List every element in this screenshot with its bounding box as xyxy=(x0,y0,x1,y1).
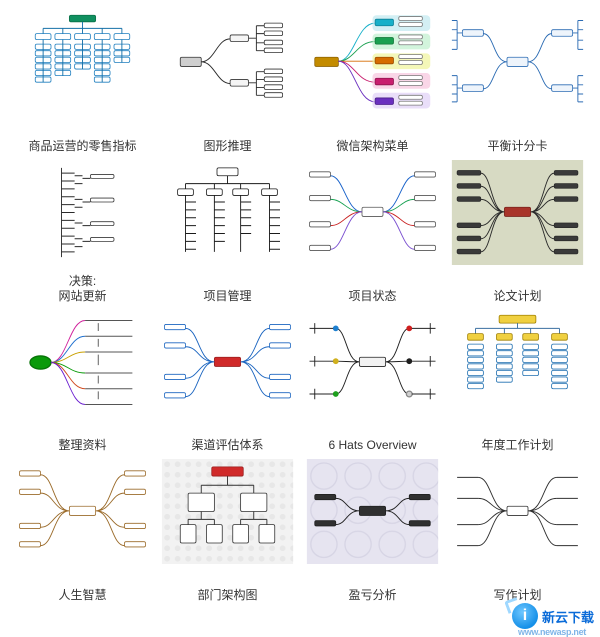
template-item-organize-files[interactable]: 整理资料 xyxy=(12,310,153,454)
thumb-retail-metrics xyxy=(12,10,153,115)
thumb-dept-org-chart xyxy=(157,459,298,564)
thumb-six-hats xyxy=(302,310,443,415)
label-organize-files: 整理资料 xyxy=(58,438,106,453)
label-six-hats: 6 Hats Overview xyxy=(328,438,416,453)
label-wechat-arch-menu: 微信架构菜单 xyxy=(336,139,408,154)
thumb-project-mgmt xyxy=(157,160,298,265)
label-thesis-plan: 论文计划 xyxy=(493,289,541,304)
thumb-annual-plan xyxy=(447,310,588,415)
template-gallery-grid: 商品运营的零售指标 图形推理 xyxy=(0,0,600,633)
label-balanced-scorecard: 平衡计分卡 xyxy=(487,139,547,154)
thumb-organize-files xyxy=(12,310,153,415)
thumb-pl-analysis xyxy=(302,459,443,564)
template-item-wechat-arch-menu[interactable]: 微信架构菜单 xyxy=(302,10,443,154)
template-item-pl-analysis[interactable]: 盈亏分析 xyxy=(302,459,443,603)
thumb-wechat-arch-menu xyxy=(302,10,443,115)
label-life-wisdom: 人生智慧 xyxy=(58,588,106,603)
thumb-writing-plan xyxy=(447,459,588,564)
thumb-channel-eval xyxy=(157,310,298,415)
label-graphical-reasoning: 图形推理 xyxy=(203,139,251,154)
template-item-decision-update[interactable]: 决策: 网站更新 xyxy=(12,160,153,304)
thumb-thesis-plan xyxy=(447,160,588,265)
label-decision-update: 决策: 网站更新 xyxy=(58,274,106,304)
thumb-balanced-scorecard xyxy=(447,10,588,115)
label-dept-org-chart: 部门架构图 xyxy=(197,588,257,603)
thumb-life-wisdom xyxy=(12,459,153,564)
template-item-annual-plan[interactable]: 年度工作计划 xyxy=(447,310,588,454)
template-item-life-wisdom[interactable]: 人生智慧 xyxy=(12,459,153,603)
label-writing-plan: 写作计划 xyxy=(493,588,541,603)
template-item-retail-metrics[interactable]: 商品运营的零售指标 xyxy=(12,10,153,154)
template-item-project-mgmt[interactable]: 项目管理 xyxy=(157,160,298,304)
template-item-channel-eval[interactable]: 渠道评估体系 xyxy=(157,310,298,454)
thumb-project-status xyxy=(302,160,443,265)
label-retail-metrics: 商品运营的零售指标 xyxy=(28,139,136,154)
thumb-decision-update xyxy=(12,160,153,265)
template-item-dept-org-chart[interactable]: 部门架构图 xyxy=(157,459,298,603)
label-pl-analysis: 盈亏分析 xyxy=(348,588,396,603)
template-item-thesis-plan[interactable]: 论文计划 xyxy=(447,160,588,304)
label-channel-eval: 渠道评估体系 xyxy=(191,438,263,453)
label-project-mgmt: 项目管理 xyxy=(203,289,251,304)
template-item-project-status[interactable]: 项目状态 xyxy=(302,160,443,304)
thumb-graphical-reasoning xyxy=(157,10,298,115)
template-item-six-hats[interactable]: 6 Hats Overview xyxy=(302,310,443,454)
template-item-writing-plan[interactable]: 写作计划 xyxy=(447,459,588,603)
template-item-graphical-reasoning[interactable]: 图形推理 xyxy=(157,10,298,154)
label-annual-plan: 年度工作计划 xyxy=(481,438,553,453)
template-item-balanced-scorecard[interactable]: 平衡计分卡 xyxy=(447,10,588,154)
label-project-status: 项目状态 xyxy=(348,289,396,304)
